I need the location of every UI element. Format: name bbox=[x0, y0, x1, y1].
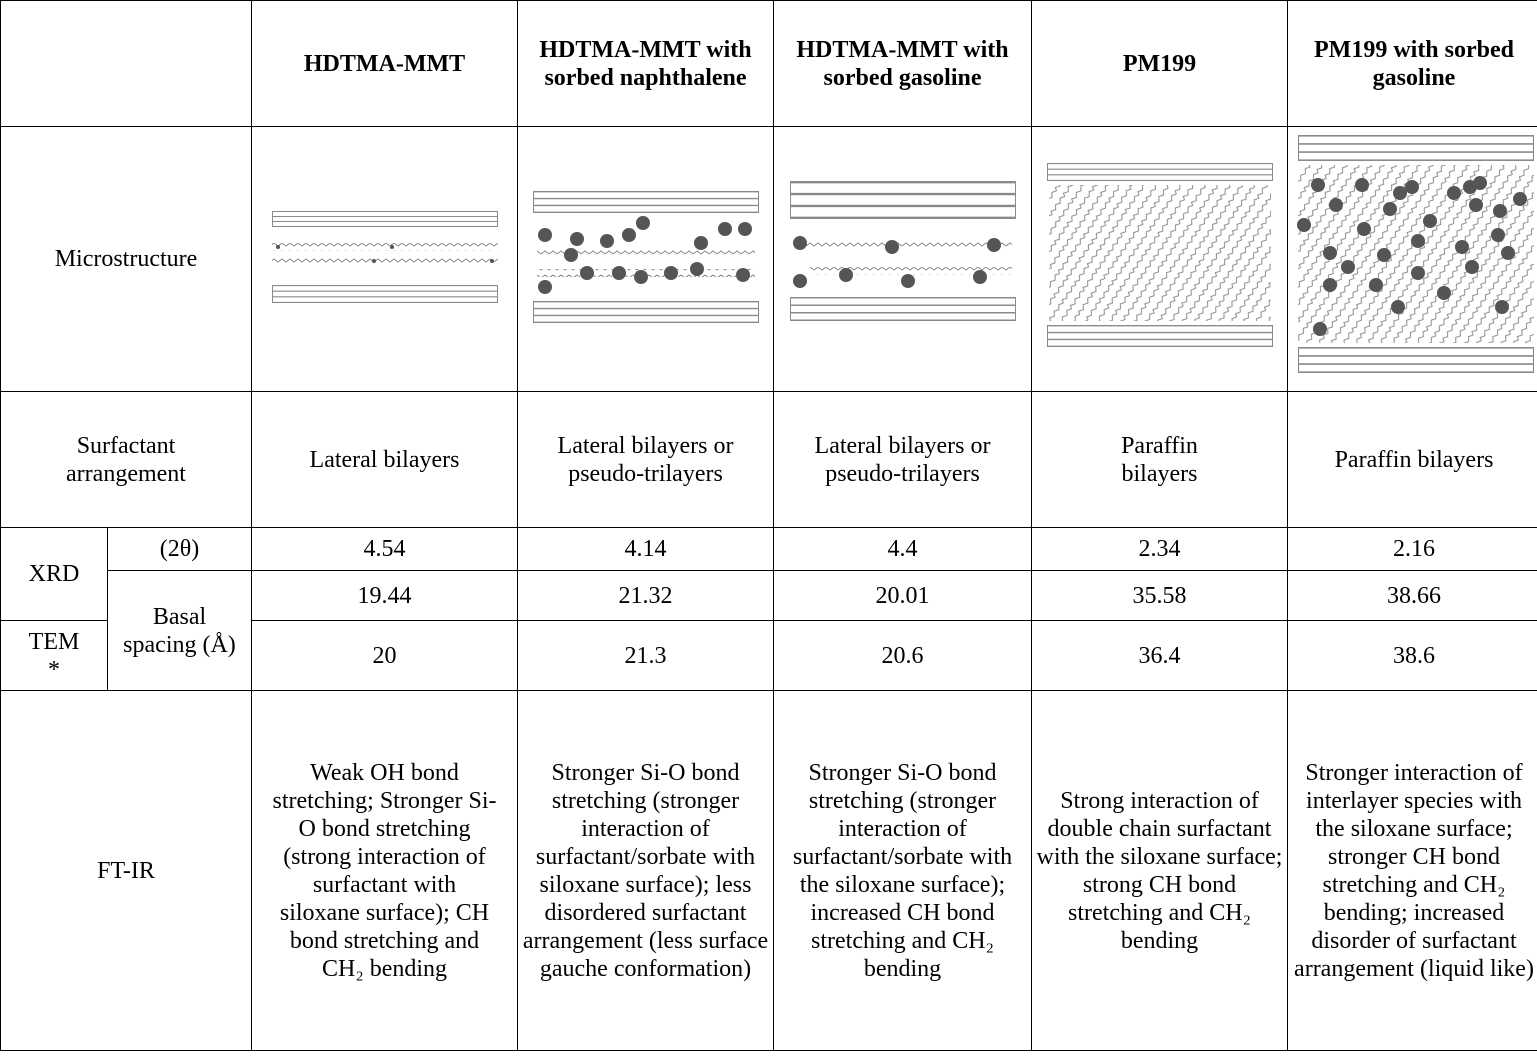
cell: Stronger Si-O bond stretching (stronger … bbox=[773, 690, 1032, 1051]
cell: 4.4 bbox=[773, 527, 1032, 571]
column-header: PM199 bbox=[1031, 0, 1288, 127]
cell: Weak OH bond stretching; Stronger Si-O b… bbox=[251, 690, 518, 1051]
image-cell bbox=[773, 126, 1032, 392]
column-header: HDTMA-MMT bbox=[251, 0, 518, 127]
microstructure-image bbox=[271, 211, 498, 303]
column-header: HDTMA-MMT with sorbed gasoline bbox=[773, 0, 1032, 127]
image-cell bbox=[517, 126, 774, 392]
microstructure-row: Microstructure bbox=[0, 126, 1537, 392]
cell: 2.34 bbox=[1031, 527, 1288, 571]
cell: Strong interaction of double chain surfa… bbox=[1031, 690, 1288, 1051]
cell: 20.6 bbox=[773, 620, 1032, 691]
cell: Lateral bilayers bbox=[251, 391, 518, 528]
cell: Stronger Si-O bond stretching (stronger … bbox=[517, 690, 774, 1051]
cell: Lateral bilayers or pseudo-trilayers bbox=[517, 391, 774, 528]
cell: Paraffin bilayers bbox=[1287, 391, 1537, 528]
microstructure-image bbox=[1046, 163, 1273, 347]
cell: Paraffin bilayers bbox=[1031, 391, 1288, 528]
row-sublabel: (2θ) bbox=[107, 527, 252, 571]
cell: Stronger interaction of interlayer speci… bbox=[1287, 690, 1537, 1051]
cell: 21.32 bbox=[517, 570, 774, 621]
microstructure-image bbox=[532, 191, 759, 323]
xrd-theta-row: XRD (2θ) 4.54 4.14 4.4 2.34 2.16 bbox=[0, 527, 1537, 621]
image-cell bbox=[1031, 126, 1288, 392]
cell: 36.4 bbox=[1031, 620, 1288, 691]
microstructure-image bbox=[1297, 135, 1534, 373]
surfactant-row: Surfactant arrangement Lateral bilayers … bbox=[0, 391, 1537, 528]
image-cell bbox=[1287, 126, 1537, 392]
corner-cell bbox=[0, 0, 252, 127]
row-label: Surfactant arrangement bbox=[0, 391, 252, 528]
ftir-row: FT-IR Weak OH bond stretching; Stronger … bbox=[0, 690, 1537, 1051]
cell: 2.16 bbox=[1287, 527, 1537, 571]
row-label: FT-IR bbox=[0, 690, 252, 1051]
row-label: XRD bbox=[0, 527, 108, 621]
row-label: Microstructure bbox=[0, 126, 252, 392]
image-cell bbox=[251, 126, 518, 392]
column-header: HDTMA-MMT with sorbed naphthalene bbox=[517, 0, 774, 127]
row-sublabel: Basal spacing (Å) bbox=[107, 570, 252, 691]
cell: 4.54 bbox=[251, 527, 518, 571]
cell: 4.14 bbox=[517, 527, 774, 571]
header-row: HDTMA-MMT HDTMA-MMT with sorbed naphthal… bbox=[0, 0, 1537, 127]
cell: Lateral bilayers or pseudo-trilayers bbox=[773, 391, 1032, 528]
row-label: TEM * bbox=[0, 620, 108, 691]
cell: 20.01 bbox=[773, 570, 1032, 621]
cell: 21.3 bbox=[517, 620, 774, 691]
cell: 19.44 bbox=[251, 570, 518, 621]
microstructure-image bbox=[789, 181, 1016, 321]
cell: 38.66 bbox=[1287, 570, 1537, 621]
cell: 35.58 bbox=[1031, 570, 1288, 621]
cell: 20 bbox=[251, 620, 518, 691]
column-header: PM199 with sorbed gasoline bbox=[1287, 0, 1537, 127]
cell: 38.6 bbox=[1287, 620, 1537, 691]
xrd-spacing-row: Basal spacing (Å) 19.44 21.32 20.01 35.5… bbox=[1, 570, 1537, 691]
